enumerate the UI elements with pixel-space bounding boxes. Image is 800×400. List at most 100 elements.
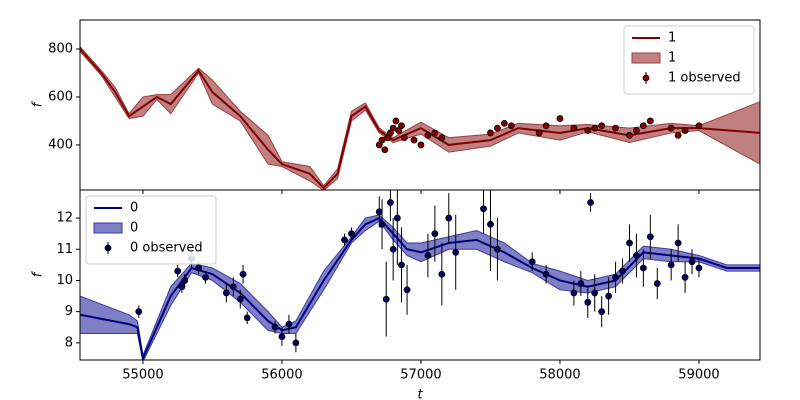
observed-point [695, 264, 703, 272]
plot-area [80, 45, 760, 190]
observed-point [584, 127, 592, 134]
observed-point [445, 214, 453, 222]
observed-point [695, 122, 703, 130]
observed-point [681, 273, 689, 281]
observed-point [452, 248, 460, 256]
legend-patch [93, 222, 123, 234]
x-axis-label: t [417, 388, 423, 400]
observed-point [639, 122, 647, 130]
observed-point [378, 220, 386, 228]
observed-point [598, 122, 606, 130]
observed-point [612, 273, 619, 281]
observed-point [667, 124, 675, 132]
legend-label: 1 [668, 31, 676, 46]
observed-point [431, 230, 439, 238]
y-tick-label: 9 [65, 304, 73, 319]
observed-point [570, 289, 578, 297]
observed-point [605, 292, 613, 300]
observed-point [389, 245, 397, 253]
y-tick-label: 12 [56, 211, 73, 226]
legend-label: 0 observed [130, 241, 203, 256]
x-tick-label: 59000 [678, 368, 719, 383]
observed-point [222, 289, 230, 297]
observed-point [438, 270, 446, 278]
observed-point [386, 199, 394, 206]
observed-point [494, 245, 501, 253]
observed-point [570, 124, 578, 132]
x-tick-label: 57000 [400, 368, 441, 383]
observed-point [400, 134, 408, 142]
observed-point [487, 129, 494, 137]
observed-point [542, 122, 550, 130]
observed-point [431, 129, 439, 137]
y-tick-label: 600 [48, 89, 73, 104]
observed-point [584, 298, 592, 306]
plot-area [80, 190, 760, 360]
x-tick-label: 58000 [539, 368, 580, 383]
y-tick-label: 10 [56, 273, 73, 288]
observed-point [202, 273, 209, 281]
observed-point [378, 136, 386, 144]
legend-marker [642, 74, 650, 82]
observed-point [392, 117, 400, 125]
observed-point [619, 267, 626, 275]
y-tick-label: 11 [56, 242, 73, 257]
fit-line [80, 48, 760, 190]
observed-point [181, 277, 189, 284]
x-tick-label: 56000 [261, 368, 302, 383]
observed-point [381, 146, 389, 154]
observed-point [577, 280, 585, 287]
observed-point [626, 131, 633, 139]
observed-point [382, 295, 390, 303]
observed-point [633, 127, 640, 134]
observed-point [598, 308, 606, 316]
observed-point [639, 264, 647, 272]
observed-point [195, 264, 202, 272]
observed-point [417, 141, 425, 149]
observed-point [393, 214, 401, 222]
observed-point [535, 129, 543, 137]
observed-point [424, 131, 432, 139]
legend-box [85, 195, 217, 265]
observed-point [389, 124, 397, 132]
observed-point [500, 119, 508, 127]
observed-point [681, 127, 689, 134]
y-axis-label: f [31, 100, 46, 107]
observed-point [236, 295, 244, 303]
observed-point [135, 308, 143, 316]
observed-point [556, 115, 564, 122]
observed-point [587, 199, 594, 206]
y-tick-label: 800 [48, 42, 73, 57]
observed-point [375, 208, 383, 216]
observed-point [398, 122, 405, 130]
observed-point [341, 236, 348, 244]
observed-point [403, 286, 411, 294]
observed-point [278, 333, 286, 341]
observed-point [688, 258, 696, 266]
axes-frame [79, 189, 761, 361]
observed-point [285, 320, 293, 328]
y-tick-label: 8 [65, 335, 73, 350]
observed-point [653, 280, 661, 287]
observed-point [178, 283, 186, 291]
observed-point [229, 283, 237, 291]
observed-point [438, 134, 446, 142]
observed-point [174, 267, 182, 275]
observed-point [612, 124, 619, 132]
observed-point [528, 258, 536, 266]
observed-point [667, 261, 675, 269]
observed-point [646, 233, 654, 241]
observed-point [646, 117, 654, 125]
observed-point [674, 239, 682, 247]
legend-box [623, 25, 755, 95]
observed-point [292, 339, 300, 347]
observed-point [674, 131, 682, 139]
observed-point [591, 124, 599, 132]
confidence-band [80, 45, 760, 190]
observed-point [398, 261, 405, 269]
observed-point [487, 220, 494, 228]
fit-line [80, 216, 760, 360]
observed-point [591, 289, 599, 297]
legend-label: 1 observed [668, 71, 741, 86]
